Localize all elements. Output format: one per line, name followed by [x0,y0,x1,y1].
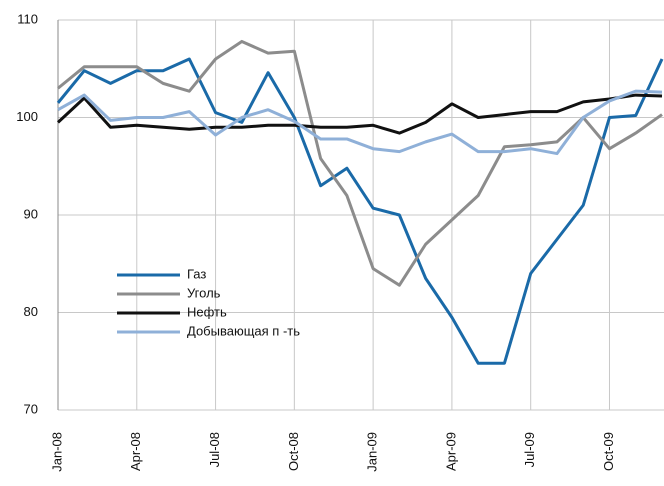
y-tick-label: 100 [16,109,38,124]
legend-label: Газ [187,266,206,281]
line-series [57,89,663,156]
legend-label: Уголь [187,285,221,300]
legend-label: Нефть [187,304,227,319]
x-tick-label: Oct-09 [601,432,616,471]
y-tick-label: 70 [24,401,38,416]
x-tick-label: Jan-08 [49,432,64,472]
x-tick-label: Jan-09 [365,432,380,472]
y-tick-label: 110 [17,11,38,26]
x-tick-label: Jul-09 [522,432,537,467]
y-tick-label: 90 [24,206,38,221]
line-series [57,39,663,287]
x-tick-label: Apr-09 [443,432,458,471]
line-series [56,57,664,365]
line-series [56,93,663,135]
legend-label: Добывающая п -ть [187,323,300,338]
y-tick-label: 80 [24,304,38,319]
x-tick-label: Apr-08 [128,432,143,471]
x-tick-label: Oct-08 [286,432,301,471]
x-tick-label: Jul-08 [207,432,222,467]
